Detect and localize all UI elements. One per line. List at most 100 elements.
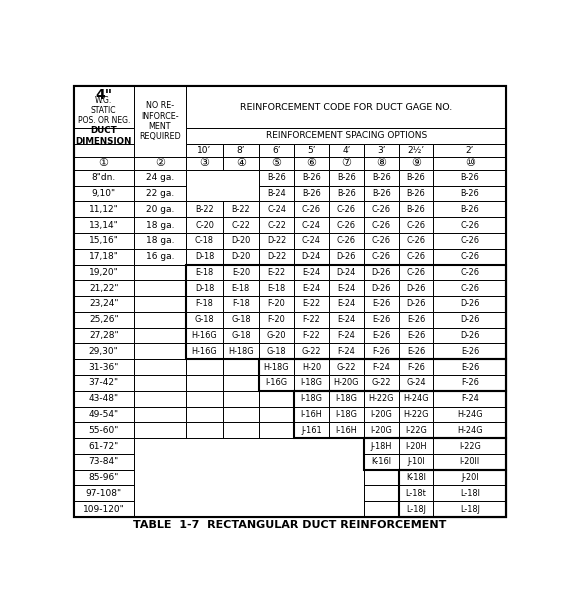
- Text: H-20G: H-20G: [333, 379, 359, 388]
- Text: ④: ④: [236, 158, 246, 168]
- Bar: [434, 296, 507, 312]
- Text: F-26: F-26: [372, 347, 390, 356]
- Text: B-26: B-26: [302, 173, 321, 182]
- Bar: [259, 265, 294, 280]
- Bar: [259, 375, 294, 391]
- Bar: [186, 202, 222, 217]
- Text: D-18: D-18: [195, 252, 214, 261]
- Text: I-18G: I-18G: [335, 394, 357, 403]
- Bar: [329, 375, 364, 391]
- Text: E-26: E-26: [407, 331, 425, 340]
- Text: B-26: B-26: [461, 205, 479, 214]
- Bar: [259, 280, 294, 296]
- Text: 25,26": 25,26": [89, 315, 118, 324]
- Bar: [294, 470, 329, 485]
- Text: 23,24": 23,24": [89, 299, 118, 308]
- Bar: [74, 328, 134, 343]
- Text: 11,12": 11,12": [89, 205, 118, 214]
- Text: K-16I: K-16I: [371, 457, 391, 466]
- Bar: [434, 328, 507, 343]
- Text: F-20: F-20: [268, 299, 285, 308]
- Text: H-22G: H-22G: [368, 394, 394, 403]
- Bar: [186, 86, 507, 128]
- Bar: [364, 312, 398, 328]
- Bar: [434, 470, 507, 485]
- Bar: [259, 485, 294, 501]
- Bar: [259, 391, 294, 407]
- Text: 4’: 4’: [342, 146, 350, 155]
- Text: C-26: C-26: [302, 205, 321, 214]
- Bar: [364, 391, 398, 407]
- Bar: [134, 280, 186, 296]
- Text: 4": 4": [95, 88, 112, 102]
- Bar: [259, 438, 294, 454]
- Text: 73-84": 73-84": [88, 457, 119, 466]
- Bar: [294, 185, 329, 202]
- Text: 61-72": 61-72": [88, 442, 119, 451]
- Bar: [134, 233, 186, 249]
- Text: 55-60": 55-60": [88, 426, 119, 435]
- Text: REINFORCEMENT SPACING OPTIONS: REINFORCEMENT SPACING OPTIONS: [265, 131, 427, 140]
- Bar: [134, 438, 364, 517]
- Bar: [74, 454, 134, 470]
- Bar: [364, 438, 507, 470]
- Text: L-18t: L-18t: [406, 489, 426, 498]
- Text: E-26: E-26: [372, 299, 391, 308]
- Text: H-22G: H-22G: [403, 410, 429, 419]
- Bar: [434, 249, 507, 265]
- Bar: [259, 249, 294, 265]
- Text: D-26: D-26: [337, 252, 356, 261]
- Text: I-22G: I-22G: [459, 442, 481, 451]
- Text: I-16G: I-16G: [265, 379, 288, 388]
- Text: B-26: B-26: [372, 173, 391, 182]
- Bar: [186, 438, 222, 454]
- Bar: [134, 422, 186, 438]
- Bar: [186, 328, 222, 343]
- Bar: [186, 454, 222, 470]
- Bar: [329, 185, 364, 202]
- Bar: [186, 296, 222, 312]
- Bar: [222, 143, 259, 157]
- Bar: [74, 157, 134, 170]
- Text: J-18H: J-18H: [371, 442, 392, 451]
- Bar: [294, 438, 329, 454]
- Bar: [74, 422, 134, 438]
- Bar: [134, 438, 186, 454]
- Bar: [186, 265, 507, 359]
- Bar: [398, 170, 434, 185]
- Bar: [294, 143, 329, 157]
- Bar: [259, 343, 294, 359]
- Bar: [134, 407, 186, 422]
- Text: C-26: C-26: [406, 252, 426, 261]
- Bar: [364, 359, 398, 375]
- Bar: [74, 249, 134, 265]
- Text: 27,28": 27,28": [89, 331, 118, 340]
- Text: I-18G: I-18G: [301, 379, 323, 388]
- Text: H-16G: H-16G: [191, 331, 217, 340]
- Text: E-22: E-22: [268, 268, 286, 277]
- Text: D-20: D-20: [231, 252, 251, 261]
- Text: 18 ga.: 18 ga.: [145, 236, 174, 245]
- Bar: [434, 157, 507, 170]
- Text: H-24G: H-24G: [403, 394, 429, 403]
- Text: F-24: F-24: [461, 394, 479, 403]
- Text: ⑧: ⑧: [376, 158, 386, 168]
- Text: 29,30": 29,30": [89, 347, 118, 356]
- Text: W.G.
STATIC
POS. OR NEG.: W.G. STATIC POS. OR NEG.: [78, 95, 130, 125]
- Text: C-26: C-26: [406, 221, 426, 230]
- Bar: [398, 470, 434, 485]
- Bar: [74, 86, 134, 128]
- Bar: [259, 143, 294, 157]
- Bar: [294, 217, 329, 233]
- Text: C-22: C-22: [231, 221, 250, 230]
- Text: I-18G: I-18G: [301, 394, 323, 403]
- Text: B-26: B-26: [372, 189, 391, 198]
- Text: D-26: D-26: [406, 284, 426, 293]
- Bar: [329, 217, 364, 233]
- Bar: [74, 280, 134, 296]
- Text: 43-48": 43-48": [89, 394, 119, 403]
- Text: E-24: E-24: [302, 268, 320, 277]
- Bar: [222, 217, 259, 233]
- Bar: [329, 233, 364, 249]
- Bar: [134, 312, 186, 328]
